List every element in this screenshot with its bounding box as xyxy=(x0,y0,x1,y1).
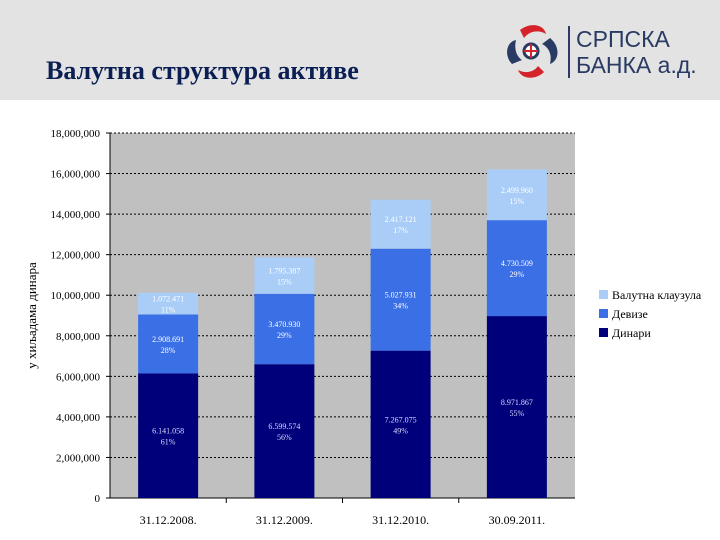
x-tick-label: 31.12.2009. xyxy=(256,513,313,527)
bar-segment xyxy=(486,316,547,498)
y-tick-label: 4,000,000 xyxy=(56,412,101,424)
legend-swatch xyxy=(599,290,608,299)
star-logo-icon xyxy=(507,25,558,78)
bar-segment xyxy=(370,199,431,249)
y-tick-label: 16,000,000 xyxy=(51,169,101,181)
logo-line-2: БАНКА а.д. xyxy=(576,52,697,78)
logo-line-1: СРПСКА xyxy=(576,26,670,52)
bar-segment xyxy=(138,292,199,315)
data-label-value: 7.267.075 xyxy=(385,415,417,424)
data-label-percent: 29% xyxy=(510,270,525,279)
data-label-value: 2.417.121 xyxy=(385,215,417,224)
logo-divider xyxy=(568,26,570,78)
data-label-percent: 15% xyxy=(510,197,525,206)
x-tick-label: 31.12.2008. xyxy=(140,513,197,527)
data-label-value: 6.141.058 xyxy=(152,427,184,436)
bar-segment xyxy=(138,373,199,498)
currency-structure-chart: 0 2,000,000 4,000,000 6,000,000 8,000,000 10,… xyxy=(24,128,702,527)
bar-segment xyxy=(254,293,315,365)
data-label-percent: 34% xyxy=(393,302,408,311)
page-title: Валутна структура активе xyxy=(46,56,359,85)
data-label-value: 1.795.387 xyxy=(268,267,300,276)
legend-label: Валутна клаузула xyxy=(612,288,702,302)
data-label-percent: 29% xyxy=(277,331,292,340)
y-tick-label: 2,000,000 xyxy=(56,452,101,464)
data-label-percent: 17% xyxy=(393,226,408,235)
header-band: Валутна структура активе СРПСКА БАНКА а.… xyxy=(0,0,720,100)
data-label-percent: 49% xyxy=(393,426,408,435)
y-tick-label: 0 xyxy=(95,493,101,505)
bank-logo: СРПСКА БАНКА а.д. xyxy=(500,20,710,84)
y-tick-label: 12,000,000 xyxy=(51,250,101,262)
bar-segment xyxy=(254,257,315,294)
data-label-value: 5.027.931 xyxy=(385,291,417,300)
legend-label: Девизе xyxy=(612,307,648,321)
x-tick-label: 30.09.2011. xyxy=(489,513,546,527)
data-label-value: 1.072.471 xyxy=(152,295,184,304)
y-tick-label: 10,000,000 xyxy=(51,290,101,302)
data-label-percent: 55% xyxy=(510,409,525,418)
y-tick-label: 18,000,000 xyxy=(51,128,101,140)
bar-segment xyxy=(486,220,547,317)
data-label-percent: 28% xyxy=(161,346,176,355)
legend-swatch xyxy=(599,328,608,337)
data-label-value: 8.971.867 xyxy=(501,398,533,407)
data-label-value: 2.908.691 xyxy=(152,335,184,344)
data-label-percent: 11% xyxy=(161,306,176,315)
x-tick-label: 31.12.2010. xyxy=(372,513,429,527)
data-label-value: 4.730.509 xyxy=(501,259,533,268)
legend-swatch xyxy=(599,309,608,318)
data-label-percent: 56% xyxy=(277,433,292,442)
bar-segment xyxy=(370,350,431,498)
y-tick-label: 8,000,000 xyxy=(56,331,101,343)
bar-segment xyxy=(486,169,547,221)
y-tick-label: 14,000,000 xyxy=(51,209,101,221)
data-label-value: 6.599.574 xyxy=(268,422,300,431)
bar-segment xyxy=(370,248,431,351)
data-label-percent: 61% xyxy=(161,438,176,447)
data-label-percent: 15% xyxy=(277,278,292,287)
bar-segment xyxy=(138,314,199,374)
bar-segment xyxy=(254,364,315,498)
legend-label: Динари xyxy=(612,326,651,340)
data-label-value: 3.470.930 xyxy=(268,320,300,329)
y-axis-title: у хиљадама динара xyxy=(24,262,39,369)
data-label-value: 2.499.960 xyxy=(501,186,533,195)
logo-wordmark: СРПСКА БАНКА а.д. xyxy=(576,26,697,78)
y-tick-label: 6,000,000 xyxy=(56,371,101,383)
